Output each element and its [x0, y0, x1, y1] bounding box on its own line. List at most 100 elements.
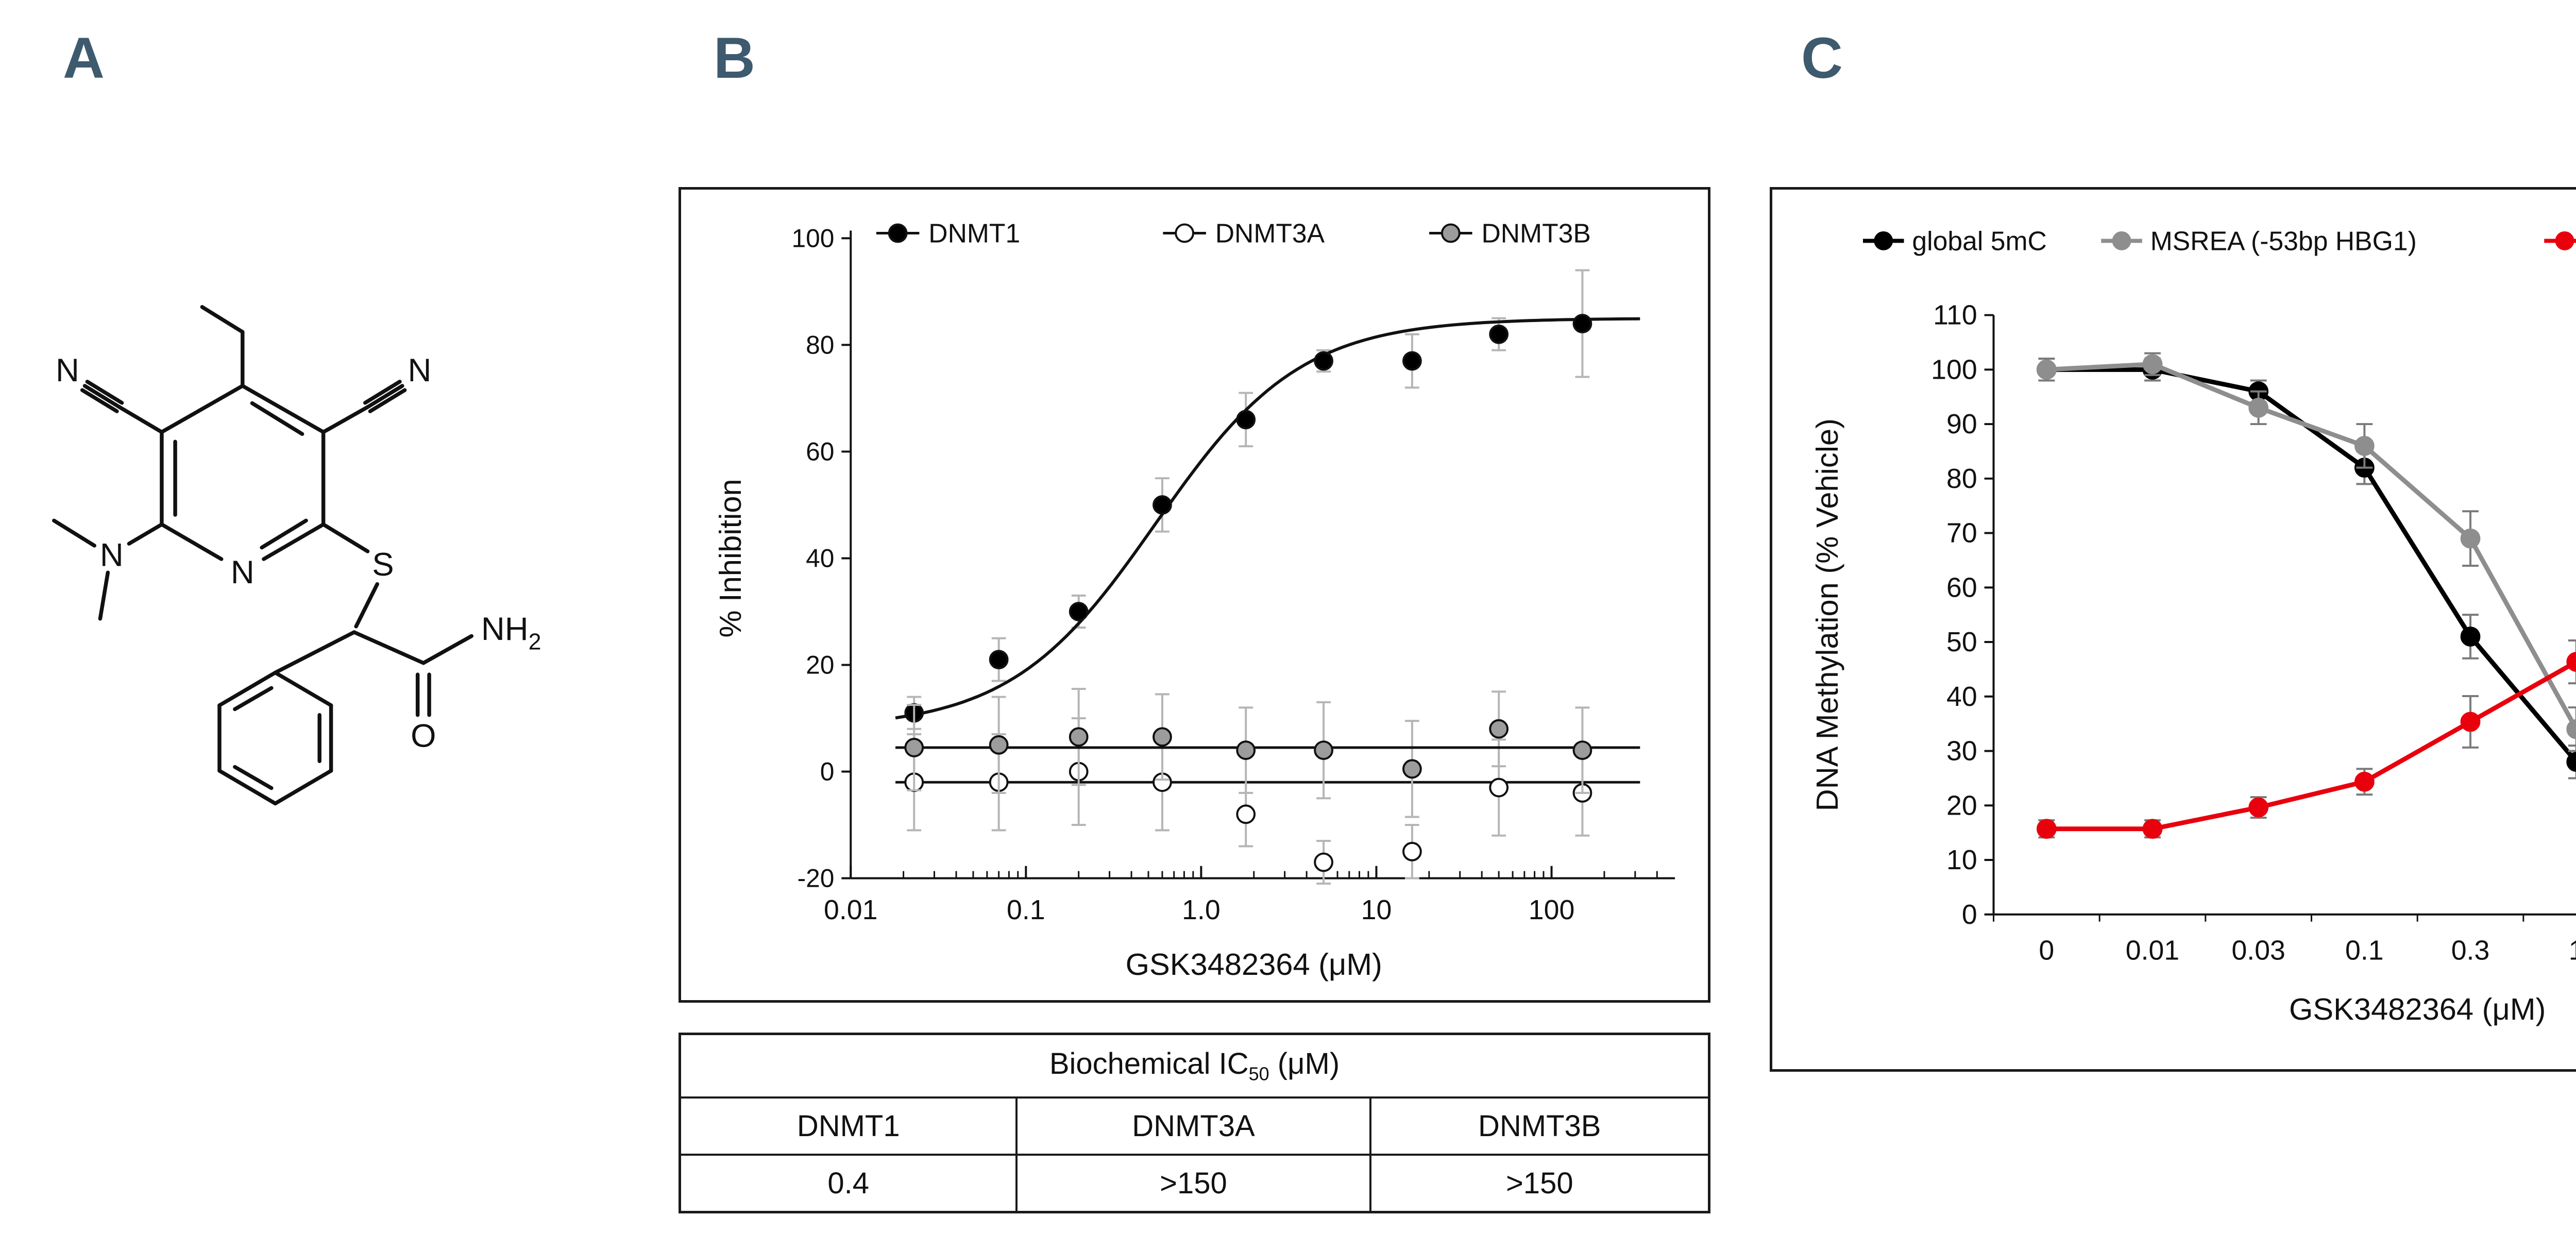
- ic50-title-suffix: (μM): [1269, 1047, 1340, 1080]
- c-legend-item-mRNA HBG1/2: mRNA HBG1/2: [2544, 231, 2576, 250]
- nitrile-right-n-label: N: [408, 352, 431, 389]
- b-data-point: [989, 735, 1009, 755]
- c-x-tick-label: 0: [2039, 935, 2054, 966]
- b-axes: [850, 230, 1675, 880]
- c-data-point: [2460, 627, 2481, 647]
- c-legend-item-MSREA (-53bp HBG1): MSREA (-53bp HBG1): [2101, 226, 2417, 256]
- nitrile-left-n-label: N: [56, 352, 79, 389]
- c-x-tick-label: 0.01: [2126, 935, 2179, 966]
- b-y-tick-label: -20: [798, 864, 835, 893]
- c-left-tick-label: 70: [1946, 518, 1977, 549]
- c-x-tick-label: 0.1: [2345, 935, 2384, 966]
- c-x-tick-label: 1: [2569, 935, 2576, 966]
- b-y-axis-title: % Inhibition: [713, 479, 748, 637]
- ic50-value-dnmt1: 0.4: [681, 1155, 1018, 1211]
- ring-n-label: N: [231, 554, 255, 590]
- c-data-point: [2566, 752, 2576, 772]
- c-series-mRNA HBG1/2: [2036, 639, 2576, 839]
- c-data-point: [2460, 528, 2481, 549]
- b-legend-item-DNMT3A: DNMT3A: [1163, 218, 1325, 248]
- b-data-point: [1489, 778, 1509, 798]
- c-axes: [1992, 315, 2576, 916]
- c-data-point: [2354, 435, 2375, 456]
- c-data-point: [2566, 652, 2576, 672]
- ic50-table-header-row: DNMT1 DNMT3A DNMT3B: [681, 1098, 1708, 1156]
- b-data-point: [1069, 727, 1089, 747]
- molecule-atom-labels: N N N N S O NH2: [56, 352, 541, 754]
- dose-response-chart: -20 0 20 40 60 80 100 0.01 0.1 1.0 10 100 GSK3482364…: [713, 218, 1675, 982]
- c-legend-label: global 5mC: [1912, 226, 2046, 256]
- b-y-tick-label: 40: [806, 544, 834, 572]
- oxygen-label: O: [411, 718, 436, 754]
- c-data-point: [2248, 397, 2269, 418]
- c-data-point: [2142, 354, 2163, 375]
- c-data-point: [2248, 797, 2269, 818]
- b-legend-label: DNMT3A: [1215, 218, 1325, 248]
- panel-b-chart-box: -20 0 20 40 60 80 100 0.01 0.1 1.0 10 100 GSK3482364…: [679, 187, 1710, 1003]
- b-x-tick-label: 0.1: [1007, 894, 1045, 925]
- b-data-point: [1402, 351, 1422, 371]
- amide-nh2-label: NH2: [481, 611, 541, 655]
- ic50-table-value-row: 0.4 >150 >150: [681, 1155, 1708, 1211]
- b-data-point: [1069, 602, 1089, 621]
- molecule-structure: N N N N S O NH2: [15, 247, 670, 886]
- ic50-col-dnmt3a: DNMT3A: [1018, 1098, 1371, 1156]
- c-data-point: [2566, 719, 2576, 739]
- c-left-tick-label: 50: [1946, 627, 1977, 657]
- ic50-title-subscript: 50: [1248, 1063, 1269, 1085]
- amine-n-label: N: [100, 537, 124, 573]
- b-y-tick-label: 0: [820, 757, 835, 786]
- b-data-point: [1314, 740, 1333, 760]
- c-left-tick-label: 80: [1946, 463, 1977, 494]
- b-data-point: [1236, 804, 1256, 824]
- c-left-tick-label: 10: [1946, 844, 1977, 875]
- c-left-tick-label: 40: [1946, 681, 1977, 712]
- c-data-point: [2036, 819, 2057, 839]
- c-x-tick-label: 0.03: [2231, 935, 2285, 966]
- b-x-axis-ticks: 0.01 0.1 1.0 10 100: [824, 866, 1658, 925]
- c-data-point: [2354, 771, 2375, 792]
- ic50-value-dnmt3a: >150: [1018, 1155, 1371, 1211]
- b-data-point: [1314, 852, 1333, 872]
- b-series-DNMT1: [895, 269, 1640, 730]
- panel-c-label: C: [1801, 26, 1843, 90]
- ic50-table: Biochemical IC50 (μM) DNMT1 DNMT3A DNMT3…: [679, 1033, 1710, 1213]
- b-data-point: [1153, 495, 1172, 515]
- b-y-tick-label: 100: [792, 224, 835, 252]
- c-left-tick-label: 60: [1946, 572, 1977, 603]
- panel-a-label: A: [63, 26, 105, 90]
- ic50-col-dnmt3b: DNMT3B: [1371, 1099, 1708, 1156]
- b-x-tick-label: 10: [1361, 894, 1392, 925]
- c-left-tick-label: 0: [1962, 899, 1977, 930]
- ic50-table-title: Biochemical IC50 (μM): [681, 1035, 1708, 1099]
- cellular-activity-chart: 0102030405060708090100110010020030040050…: [1810, 226, 2576, 1026]
- b-data-point: [1572, 314, 1592, 333]
- panel-c-chart-box: 0102030405060708090100110010020030040050…: [1770, 187, 2576, 1072]
- amide-nh-text: NH: [481, 611, 529, 647]
- c-left-tick-label: 90: [1946, 409, 1977, 440]
- c-data-point: [2460, 712, 2481, 732]
- b-legend-item-DNMT3B: DNMT3B: [1429, 218, 1591, 248]
- c-series-MSREA (-53bp HBG1): [2036, 352, 2576, 752]
- ic50-value-dnmt3b: >150: [1505, 1166, 1573, 1200]
- b-data-point: [1314, 351, 1333, 371]
- b-x-tick-label: 0.01: [824, 894, 877, 925]
- c-data-point: [2142, 819, 2163, 839]
- c-legend-item-global 5mC: global 5mC: [1863, 226, 2047, 256]
- b-data-point: [1402, 759, 1422, 779]
- amide-sub-text: 2: [529, 629, 541, 655]
- c-series-global 5mC: [2036, 358, 2576, 780]
- b-data-point: [1236, 410, 1256, 430]
- b-data-point: [904, 738, 924, 757]
- b-data-point: [1236, 740, 1256, 760]
- b-x-tick-label: 100: [1529, 894, 1575, 925]
- b-legend-item-DNMT1: DNMT1: [876, 218, 1020, 248]
- b-data-point: [1489, 324, 1509, 344]
- b-y-tick-label: 60: [806, 437, 834, 466]
- b-data-point: [1153, 727, 1172, 747]
- b-x-axis-title: GSK3482364 (μM): [1126, 947, 1382, 982]
- c-left-axis-ticks: 0 10 20 30 40 50 60 70 80 90 100 110: [1931, 300, 1994, 930]
- b-data-point: [989, 650, 1009, 669]
- ic50-col-dnmt1: DNMT1: [681, 1098, 1018, 1156]
- b-y-axis-ticks: -20 0 20 40 60 80 100: [792, 224, 851, 893]
